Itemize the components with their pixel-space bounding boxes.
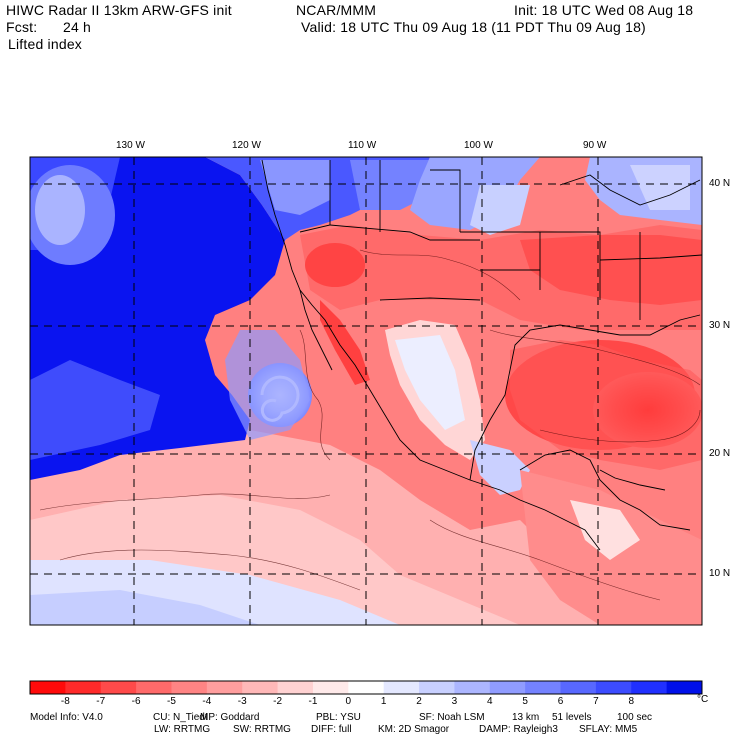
lat-label-10n: 10 N [709,568,731,579]
colorbar-tick-label: 2 [416,696,422,707]
colorbar-swatch [631,681,668,694]
colorbar-swatch [560,681,597,694]
lat-label-30n: 30 N [709,320,731,331]
colorbar-swatch [525,681,562,694]
colorbar-tick-label: -2 [273,696,283,707]
valid-time: Valid: 18 UTC Thu 09 Aug 18 (11 PDT Thu … [301,19,646,35]
colorbar-swatch [666,681,703,694]
map-field [30,157,702,625]
model-info-item: SW: RRTMG [233,724,291,735]
lon-label-120w: 120 W [232,140,261,151]
colorbar-tick-label: -6 [131,696,141,707]
colorbar-tick-label: 3 [451,696,458,707]
colorbar-tick-label: -5 [167,696,176,707]
model-info-item: SFLAY: MM5 [579,724,638,735]
coastline-borders [261,159,702,551]
colorbar-tick-label: -7 [96,696,106,707]
colorbar-swatch [136,681,172,694]
colorbar-tick-label: 0 [345,696,352,707]
lat-lon-grid [30,157,702,625]
model-info-item: 51 levels [552,712,592,723]
colorbar-swatch [206,681,243,694]
colorbar-swatch [242,681,279,694]
li-contours [39,249,701,601]
model-info-item: CU: N_Tiedt [153,712,208,723]
colorbar-unit: °C [697,694,709,705]
lon-label-90w: 90 W [583,140,607,151]
colorbar-swatch [383,681,420,694]
colorbar [29,680,703,695]
colorbar-swatch [348,681,385,694]
init-time: Init: 18 UTC Wed 08 Aug 18 [514,2,694,18]
colorbar-swatch [489,681,526,694]
model-info-item: DIFF: full [311,724,352,735]
colorbar-swatch [277,681,314,694]
colorbar-swatch [595,681,632,694]
lat-label-20n: 20 N [709,448,731,459]
colorbar-swatch [419,681,455,694]
colorbar-tick-label: -4 [202,696,212,707]
model-info-item: SF: Noah LSM [419,712,485,723]
colorbar-tick-label: 4 [487,696,493,707]
colorbar-swatch [454,681,491,694]
model-title: HIWC Radar II 13km ARW-GFS init [6,2,232,18]
org-label: NCAR/MMM [296,2,377,18]
lon-label-100w: 100 W [464,140,493,151]
colorbar-tick-label: -1 [308,696,318,707]
colorbar-tick-label: 7 [593,696,599,707]
lon-label-130w: 130 W [116,140,145,151]
colorbar-swatch [65,681,102,694]
colorbar-swatch [171,681,208,694]
model-info-item: 100 sec [617,712,653,723]
field-name: Lifted index [8,36,83,52]
lon-label-110w: 110 W [348,140,377,151]
colorbar-swatch [100,681,137,694]
model-info-item: PBL: YSU [316,712,361,723]
colorbar-tick-label: 8 [628,696,635,707]
colorbar-tick-label: 6 [557,696,564,707]
forecast-label: Fcst: [6,19,38,35]
model-info-item: 13 km [512,712,540,723]
model-info-item: Model Info: V4.0 [30,712,103,723]
colorbar-swatch [30,681,66,694]
model-info-item: KM: 2D Smagor [378,724,450,735]
model-info-item: MP: Goddard [200,712,260,723]
colorbar-tick-label: -8 [60,696,70,707]
colorbar-swatch [312,681,349,694]
colorbar-frame [29,680,703,695]
model-info-item: DAMP: Rayleigh3 [479,724,558,735]
map-frame [29,156,703,626]
colorbar-tick-label: -3 [237,696,247,707]
forecast-hour: 24 h [63,19,92,35]
colorbar-tick-label: 1 [380,696,387,707]
lat-label-40n: 40 N [709,178,731,189]
colorbar-tick-label: 5 [522,696,528,707]
model-info-item: LW: RRTMG [154,724,211,735]
